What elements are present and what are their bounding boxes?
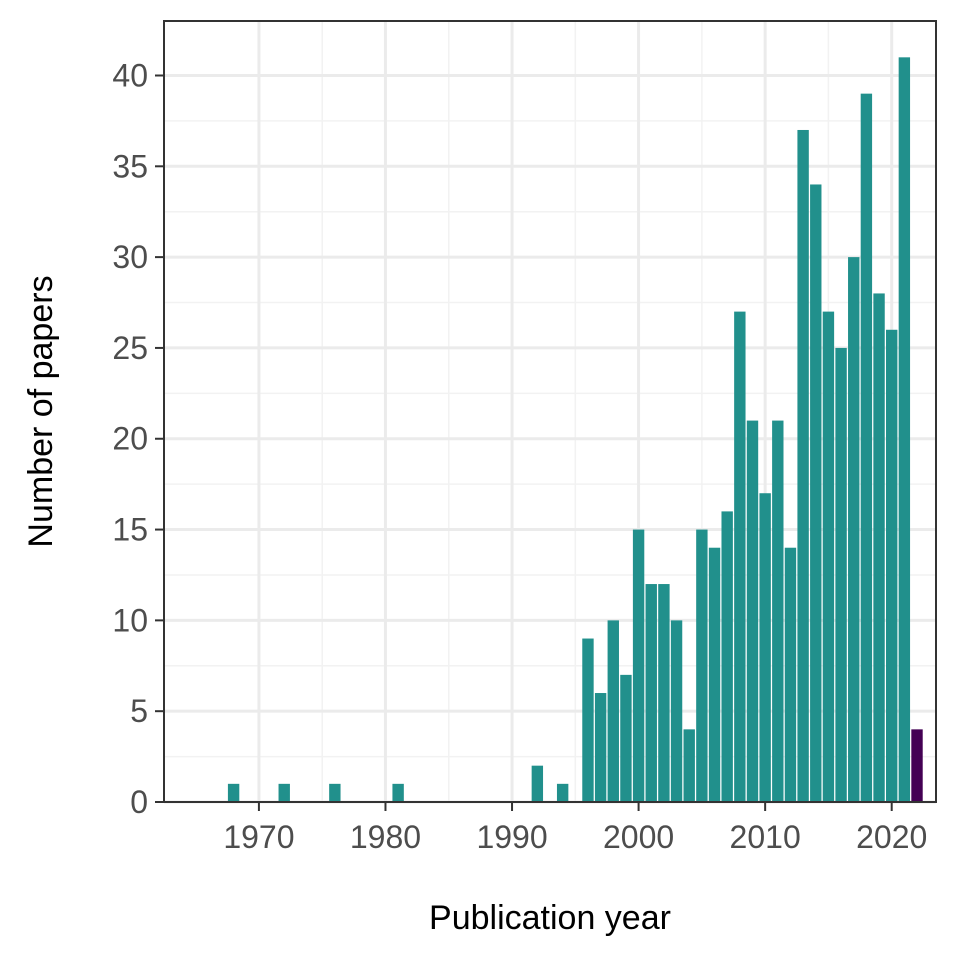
bar-2007 — [721, 511, 733, 802]
bar-2002 — [658, 584, 670, 802]
bar-2004 — [683, 729, 695, 802]
x-tick-label: 2000 — [603, 819, 674, 855]
bar-1997 — [594, 693, 607, 802]
bar-1968 — [227, 783, 240, 802]
bar-2009 — [746, 420, 759, 802]
bar-2006 — [708, 547, 721, 802]
bar-1999 — [620, 674, 632, 802]
y-tick-label: 20 — [112, 421, 148, 457]
y-tick-label: 15 — [112, 512, 148, 548]
bar-2020 — [886, 329, 898, 802]
plot-panel-border — [163, 20, 937, 803]
bar-1976 — [329, 783, 341, 802]
x-tick-label: 1990 — [476, 819, 547, 855]
x-tick-label: 2010 — [730, 819, 801, 855]
y-tick-label: 35 — [112, 148, 148, 184]
y-tick-label: 40 — [112, 57, 148, 93]
y-tick-label: 25 — [112, 330, 148, 366]
y-tick-label: 10 — [112, 602, 148, 638]
bar-1992 — [531, 765, 544, 802]
bar-2001 — [645, 584, 657, 802]
bar-2003 — [670, 620, 683, 802]
axis-ticks: 1970 1980 1990 2000 2010 2020 0 5 10 15 20 25 30 35 40 — [112, 57, 927, 855]
bar-1994 — [556, 783, 569, 802]
bar-2021 — [898, 57, 911, 803]
bar-2010 — [759, 493, 771, 802]
x-tick-label: 2020 — [856, 819, 927, 855]
bar-2019 — [873, 293, 885, 802]
bar-2000 — [632, 529, 645, 802]
bar-2018 — [860, 93, 873, 802]
bar-2017 — [848, 257, 860, 802]
bar-2011 — [772, 420, 784, 802]
y-tick-label: 0 — [130, 784, 148, 820]
bar-2016 — [835, 347, 847, 802]
x-tick-label: 1980 — [350, 819, 421, 855]
bar-1996 — [582, 638, 594, 802]
bar-1972 — [278, 783, 290, 802]
x-tick-label: 1970 — [223, 819, 294, 855]
bar-2008 — [734, 311, 746, 802]
bar-2005 — [696, 529, 708, 802]
bar-2022 — [911, 729, 923, 802]
bar-2015 — [822, 311, 835, 802]
bars — [227, 57, 923, 803]
bar-2012 — [784, 547, 797, 802]
y-axis-title: Number of papers — [22, 275, 60, 547]
y-tick-label: 5 — [130, 693, 148, 729]
bar-2014 — [810, 184, 822, 803]
y-tick-label: 30 — [112, 239, 148, 275]
bar-1998 — [607, 620, 619, 802]
bar-2013 — [797, 129, 809, 802]
x-axis-title: Publication year — [429, 899, 671, 937]
bar-1981 — [392, 783, 404, 802]
